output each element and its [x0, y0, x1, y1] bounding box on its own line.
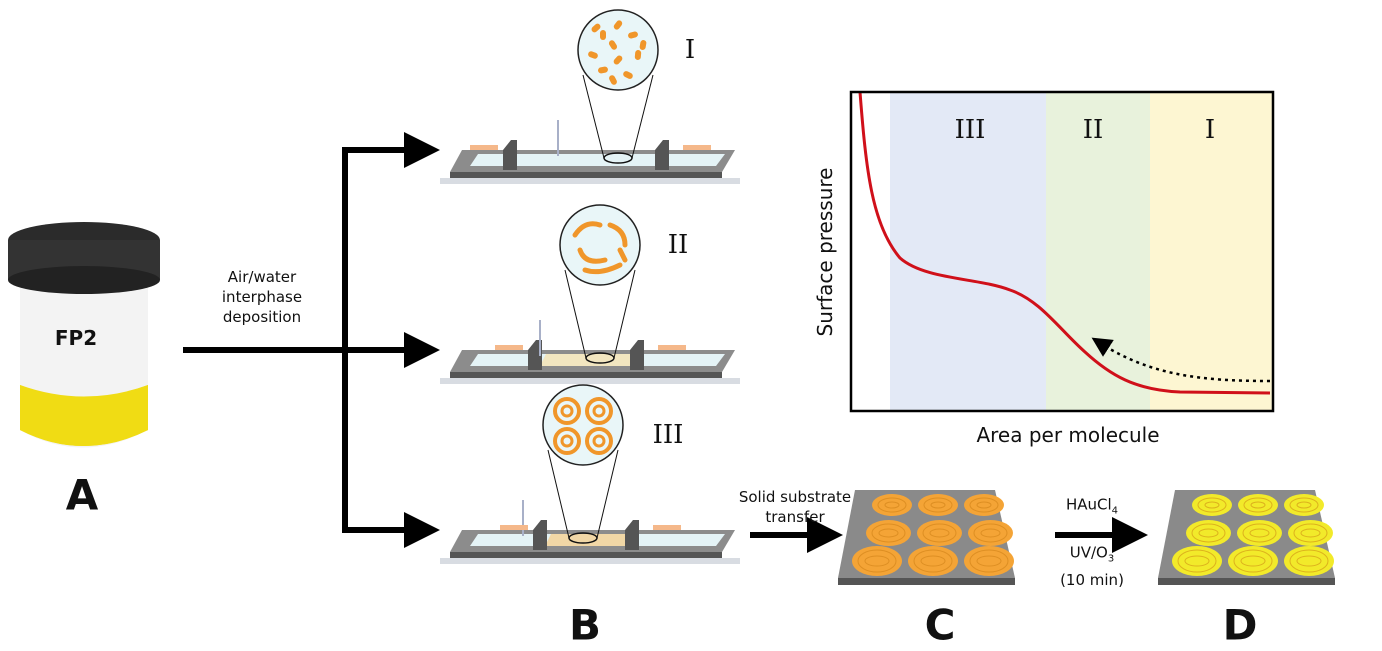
condition-text: UV/O — [1069, 543, 1108, 562]
fiber — [607, 222, 628, 248]
region-iii — [890, 93, 1046, 410]
region-i — [1150, 93, 1272, 410]
spiral-pattern — [872, 494, 912, 516]
chart-region-label-i: I — [1204, 115, 1216, 145]
molecule — [608, 40, 618, 50]
barrier — [503, 140, 517, 170]
langmuir-trough-2 — [440, 204, 740, 384]
compression-arrow-right — [658, 345, 686, 350]
spiral — [585, 427, 613, 455]
time-label: (10 min) — [1060, 571, 1124, 589]
spiral-pattern — [918, 494, 958, 516]
barrier — [528, 340, 542, 370]
stage-label-i: I — [684, 35, 696, 65]
spiral-pattern — [1284, 546, 1334, 576]
transfer-line1: Solid substrate — [738, 488, 852, 506]
barrier — [625, 520, 639, 550]
compression-arrow-right — [683, 145, 711, 150]
trough-base — [440, 558, 740, 564]
compression-arrow-right — [653, 525, 681, 530]
spiral-pattern — [1192, 494, 1232, 516]
spiral-pattern — [1172, 546, 1222, 576]
panel-label-d: D — [1222, 600, 1258, 650]
spiral-pattern — [1238, 494, 1278, 516]
jar-label: FP2 — [54, 326, 98, 350]
panel-label-a: A — [65, 470, 99, 520]
langmuir-trough-3 — [440, 384, 740, 564]
deposition-label: Air/water interphase deposition — [222, 267, 302, 327]
compression-arrow — [1091, 337, 1271, 383]
molecule — [613, 20, 623, 30]
spiral-pattern — [964, 546, 1014, 576]
spiral-pattern — [964, 494, 1004, 516]
barrier — [655, 140, 669, 170]
spiral-pattern — [852, 546, 902, 576]
transfer-line2: transfer — [765, 508, 825, 526]
panel-label-c: C — [924, 600, 956, 650]
substrate-c — [838, 490, 1015, 585]
trough-base — [440, 378, 740, 384]
condition-label: UV/O3 — [1070, 543, 1114, 570]
transfer-label: Solid substrate transfer — [739, 487, 851, 527]
spiral-pattern — [1228, 546, 1278, 576]
magnified-view — [542, 384, 624, 466]
molecule — [600, 30, 606, 40]
fiber — [617, 247, 628, 263]
molecule — [609, 75, 617, 85]
region-ii — [1046, 93, 1150, 410]
compressed-film — [545, 534, 631, 546]
langmuir-trough-1 — [440, 9, 740, 184]
reagent-subscript: 4 — [1111, 505, 1119, 517]
molecule — [588, 51, 598, 59]
trough-base — [440, 178, 740, 184]
spiral — [585, 397, 613, 425]
reagent-text: HAuCl — [1065, 495, 1112, 514]
barrier — [533, 520, 547, 550]
isotherm-chart — [849, 90, 1275, 413]
isotherm-curve — [858, 91, 1271, 395]
chart-region-label-ii: II — [1082, 115, 1104, 145]
molecule — [639, 40, 647, 50]
branch-arrows — [183, 132, 1148, 553]
stage-label-iii: III — [652, 420, 684, 450]
y-axis-label: Surface pressure — [813, 167, 837, 337]
molecule — [613, 55, 623, 65]
condition-subscript: 3 — [1107, 553, 1115, 565]
deposition-line3: deposition — [222, 308, 302, 326]
compression-arrow-left — [495, 345, 523, 350]
fiber — [577, 247, 608, 264]
fp2-jar — [8, 222, 160, 448]
molecule — [628, 31, 638, 39]
spiral — [553, 397, 581, 425]
deposition-line1: Air/water — [227, 268, 297, 286]
molecule — [591, 23, 601, 33]
fiber — [572, 221, 603, 238]
spiral-pattern — [908, 546, 958, 576]
stage-label-ii: II — [667, 230, 689, 260]
molecule — [623, 71, 633, 79]
substrate-d — [1158, 490, 1335, 585]
spiral — [553, 427, 581, 455]
compression-arrow-left — [470, 145, 498, 150]
fiber — [582, 262, 623, 275]
x-axis-label: Area per molecule — [976, 423, 1160, 447]
chart-region-label-iii: III — [954, 115, 986, 145]
deposition-line2: interphase — [221, 288, 303, 306]
spiral-pattern — [1284, 494, 1324, 516]
barrier — [630, 340, 644, 370]
reagent-label: HAuCl4 — [1066, 495, 1118, 522]
molecule — [598, 66, 608, 74]
compression-arrow-left — [500, 525, 528, 530]
molecule — [634, 50, 642, 60]
panel-label-b: B — [568, 600, 602, 650]
